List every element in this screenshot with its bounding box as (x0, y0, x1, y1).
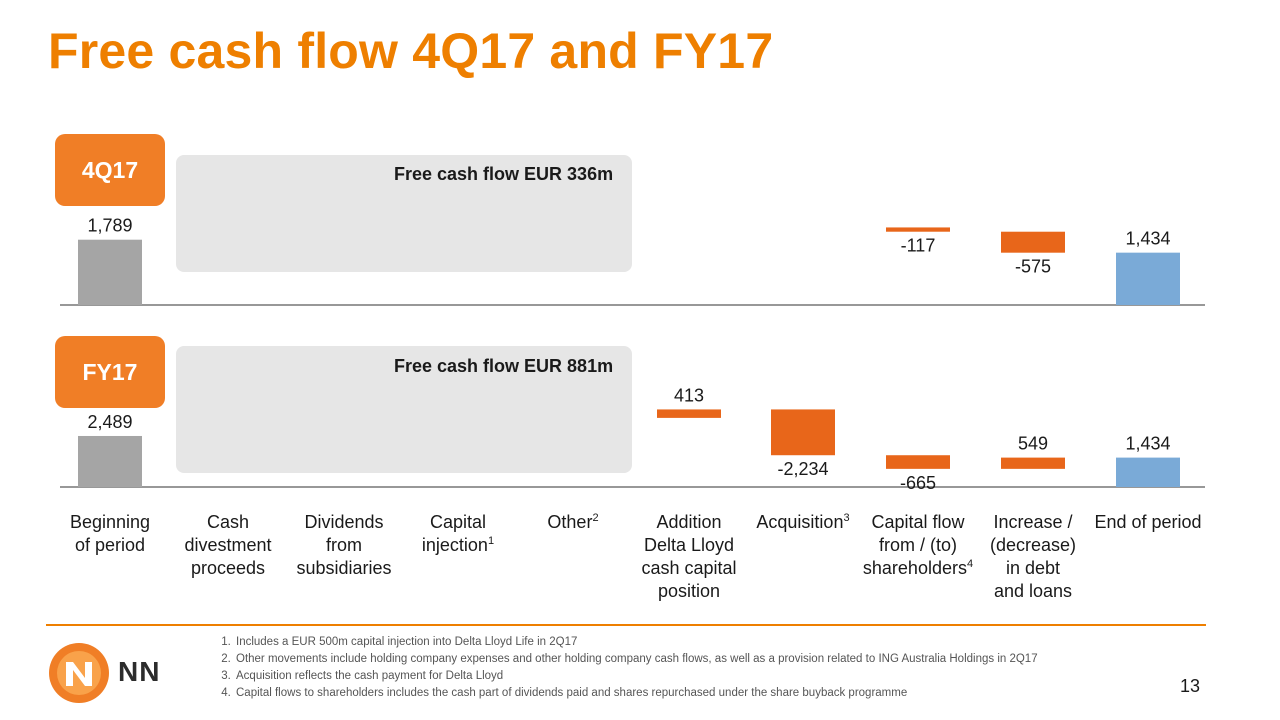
category-label-8: Increase / (decrease) in debt and loans (990, 512, 1076, 601)
value-label-fy-5: 413 (674, 385, 704, 405)
value-label-fy-6: -2,234 (777, 459, 828, 479)
bar-q-9 (1116, 252, 1180, 305)
value-label-fy-0: 2,489 (87, 412, 132, 432)
value-label-q-0: 1,789 (87, 216, 132, 236)
value-label-q-7: -117 (901, 236, 936, 256)
bar-fy-7 (886, 455, 950, 469)
value-label-fy-7: -665 (900, 473, 936, 493)
fcf-title-fy17: Free cash flow EUR 881m (394, 356, 614, 376)
bar-fy-6 (771, 409, 835, 456)
category-label-4: Other2 (547, 512, 598, 532)
value-label-fy-9: 1,434 (1125, 434, 1170, 454)
category-label-2: Dividends from subsidiaries (296, 512, 391, 578)
logo-text: NN (118, 656, 161, 687)
page-title: Free cash flow 4Q17 and FY17 (48, 23, 774, 79)
category-label-1: Cash divestment proceeds (184, 512, 271, 578)
category-label-3: Capital injection1 (422, 512, 494, 555)
bar-q-0 (78, 239, 142, 305)
value-label-q-9: 1,434 (1125, 229, 1170, 249)
value-label-fy-8: 549 (1018, 434, 1048, 454)
category-label-5: Addition Delta Lloyd cash capital position (641, 512, 736, 601)
footnotes: Includes a EUR 500m capital injection in… (212, 634, 1038, 702)
footer-divider (46, 624, 1206, 626)
page-number: 13 (1180, 676, 1201, 696)
waterfall-chart: 1,78932370-45-21-117-5751,4342,489581,81… (60, 201, 1205, 601)
bar-fy-9 (1116, 457, 1180, 487)
bar-fy-8 (1001, 457, 1065, 469)
footnote-1: Includes a EUR 500m capital injection in… (234, 634, 1038, 651)
footnote-3: Acquisition reflects the cash payment fo… (234, 668, 1038, 685)
footnote-4: Capital flows to shareholders includes t… (234, 685, 1038, 702)
badge-fy17: FY17 (55, 336, 165, 408)
value-label-q-8: -575 (1015, 257, 1051, 277)
bar-q-7 (886, 227, 950, 232)
bar-fy-5 (657, 409, 721, 418)
category-label-9: End of period (1094, 512, 1201, 532)
category-label-6: Acquisition3 (756, 512, 849, 532)
fcf-box-4q17 (176, 155, 632, 272)
badge-4q17: 4Q17 (55, 134, 165, 206)
fcf-title-4q17: Free cash flow EUR 336m (394, 164, 614, 184)
bar-q-8 (1001, 231, 1065, 253)
footnote-2: Other movements include holding company … (234, 651, 1038, 668)
fcf-box-fy17 (176, 346, 632, 473)
category-label-7: Capital flow from / (to) shareholders4 (863, 512, 973, 578)
category-label-0: Beginning of period (70, 512, 150, 555)
bar-fy-0 (78, 435, 142, 487)
nn-logo-icon (49, 643, 109, 703)
